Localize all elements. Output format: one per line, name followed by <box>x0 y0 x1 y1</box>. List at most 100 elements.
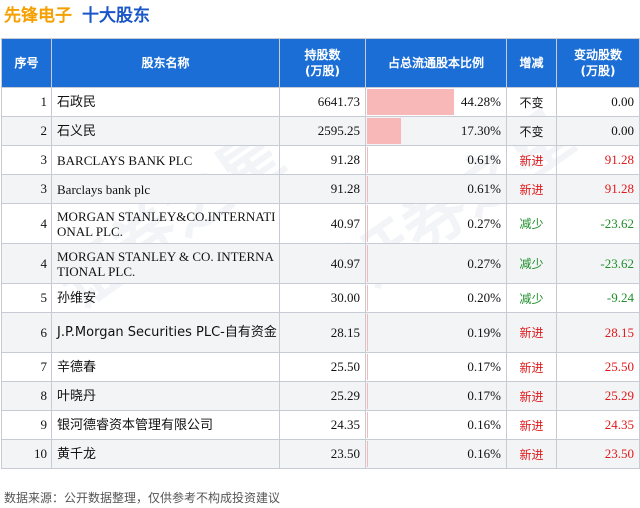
ratio-value: 0.17% <box>467 388 501 403</box>
change-status-badge: 新进 <box>506 381 557 411</box>
shares-cell: 25.50 <box>279 352 366 382</box>
column-header-name: 股东名称 <box>51 38 280 88</box>
ratio-cell: 0.16% <box>365 410 507 440</box>
ratio-value: 0.27% <box>467 215 501 231</box>
ratio-cell: 44.28% <box>365 87 507 117</box>
delta-shares-cell: -9.24 <box>556 283 640 313</box>
delta-shares-cell: -23.62 <box>556 203 640 244</box>
shareholder-name-cell: 银河德睿资本管理有限公司 <box>51 410 280 440</box>
shareholder-name-cell: 叶晓丹 <box>51 381 280 411</box>
ratio-bar <box>367 118 401 144</box>
rank-cell: 2 <box>1 116 52 146</box>
ratio-bar <box>367 89 454 115</box>
page-title: 先锋电子 十大股东 <box>4 3 150 31</box>
table-row: 2 石义民 2595.25 17.30% 不变 0.00 <box>1 116 640 146</box>
ratio-bar <box>367 245 368 282</box>
ratio-cell: 0.27% <box>365 203 507 244</box>
data-source-note: 数据来源：公开数据整理，仅供参考不构成投资建议 <box>4 491 281 505</box>
ratio-cell: 0.20% <box>365 283 507 313</box>
column-header-shares: 持股数 (万股) <box>279 38 366 88</box>
shareholder-name-cell: 石义民 <box>51 116 280 146</box>
shareholder-name-cell: J.P.Morgan Securities PLC-自有资金 <box>51 312 280 353</box>
ratio-cell: 0.27% <box>365 243 507 284</box>
ratio-cell: 0.19% <box>365 312 507 353</box>
delta-shares-cell: 25.29 <box>556 381 640 411</box>
rank-cell: 3 <box>1 145 52 175</box>
ratio-value: 0.20% <box>467 290 501 305</box>
change-status-badge: 不变 <box>506 87 557 117</box>
shares-cell: 2595.25 <box>279 116 366 146</box>
ratio-value: 0.16% <box>467 417 501 432</box>
shares-cell: 40.97 <box>279 203 366 244</box>
shares-cell: 6641.73 <box>279 87 366 117</box>
shareholder-name-cell: 石政民 <box>51 87 280 117</box>
shares-cell: 23.50 <box>279 439 366 469</box>
ratio-value: 0.27% <box>467 255 501 271</box>
ratio-bar <box>367 205 368 242</box>
column-header-ratio: 占总流通股本比例 <box>365 38 507 88</box>
company-name: 先锋电子 <box>4 6 72 26</box>
change-status-badge: 减少 <box>506 203 557 244</box>
rank-cell: 9 <box>1 410 52 440</box>
shares-cell: 30.00 <box>279 283 366 313</box>
ratio-value: 0.17% <box>467 359 501 374</box>
rank-cell: 5 <box>1 283 52 313</box>
table-row: 6 J.P.Morgan Securities PLC-自有资金 28.15 0.19… <box>1 312 640 353</box>
shareholder-name-cell: 辛德春 <box>51 352 280 382</box>
table-row: 3 Barclays bank plc 91.28 0.61% 新进 91.28 <box>1 174 640 204</box>
table-row: 5 孙维安 30.00 0.20% 减少 -9.24 <box>1 283 640 313</box>
table-row: 7 辛德春 25.50 0.17% 新进 25.50 <box>1 352 640 382</box>
column-header-rank: 序号 <box>1 38 52 88</box>
change-status-badge: 新进 <box>506 174 557 204</box>
table-row: 3 BARCLAYS BANK PLC 91.28 0.61% 新进 91.28 <box>1 145 640 175</box>
shares-cell: 25.29 <box>279 381 366 411</box>
table-row: 10 黄千龙 23.50 0.16% 新进 23.50 <box>1 439 640 469</box>
ratio-value: 0.61% <box>467 152 501 167</box>
rank-cell: 1 <box>1 87 52 117</box>
rank-cell: 10 <box>1 439 52 469</box>
delta-shares-cell: 28.15 <box>556 312 640 353</box>
shareholder-name-cell: 孙维安 <box>51 283 280 313</box>
change-status-badge: 减少 <box>506 283 557 313</box>
rank-cell: 8 <box>1 381 52 411</box>
delta-shares-cell: 91.28 <box>556 145 640 175</box>
shareholder-name-cell: Barclays bank plc <box>51 174 280 204</box>
rank-cell: 7 <box>1 352 52 382</box>
table-row: 8 叶晓丹 25.29 0.17% 新进 25.29 <box>1 381 640 411</box>
delta-shares-cell: -23.62 <box>556 243 640 284</box>
ratio-cell: 0.17% <box>365 381 507 411</box>
shares-cell: 91.28 <box>279 174 366 204</box>
change-status-badge: 新进 <box>506 352 557 382</box>
ratio-cell: 0.16% <box>365 439 507 469</box>
shareholder-name-cell: MORGAN STANLEY&CO.INTERNATIONAL PLC. <box>51 203 280 244</box>
shares-cell: 28.15 <box>279 312 366 353</box>
delta-shares-cell: 91.28 <box>556 174 640 204</box>
delta-shares-cell: 0.00 <box>556 87 640 117</box>
shares-cell: 24.35 <box>279 410 366 440</box>
rank-cell: 4 <box>1 203 52 244</box>
change-status-badge: 新进 <box>506 312 557 353</box>
change-status-badge: 新进 <box>506 145 557 175</box>
shareholder-name-cell: BARCLAYS BANK PLC <box>51 145 280 175</box>
rank-cell: 3 <box>1 174 52 204</box>
shareholders-table: 序号 股东名称 持股数 (万股) 占总流通股本比例 增减 变动股数 (万股) 1… <box>1 38 640 469</box>
column-header-change: 增减 <box>506 38 557 88</box>
shares-cell: 91.28 <box>279 145 366 175</box>
delta-shares-cell: 0.00 <box>556 116 640 146</box>
ratio-value: 44.28% <box>460 94 501 109</box>
table-row: 4 MORGAN STANLEY & CO. INTERNATIONAL PLC.… <box>1 243 640 284</box>
table-row: 4 MORGAN STANLEY&CO.INTERNATIONAL PLC. 40.… <box>1 203 640 244</box>
ratio-bar <box>367 176 369 202</box>
ratio-value: 0.61% <box>467 181 501 196</box>
delta-shares-cell: 25.50 <box>556 352 640 382</box>
shares-cell: 40.97 <box>279 243 366 284</box>
table-header-row: 序号 股东名称 持股数 (万股) 占总流通股本比例 增减 变动股数 (万股) <box>1 38 640 88</box>
ratio-value: 0.19% <box>467 324 501 340</box>
change-status-badge: 减少 <box>506 243 557 284</box>
ratio-value: 0.16% <box>467 446 501 461</box>
table-row: 1 石政民 6641.73 44.28% 不变 0.00 <box>1 87 640 117</box>
ratio-bar <box>367 147 369 173</box>
ratio-cell: 0.61% <box>365 174 507 204</box>
ratio-cell: 0.61% <box>365 145 507 175</box>
ratio-value: 17.30% <box>460 123 501 138</box>
